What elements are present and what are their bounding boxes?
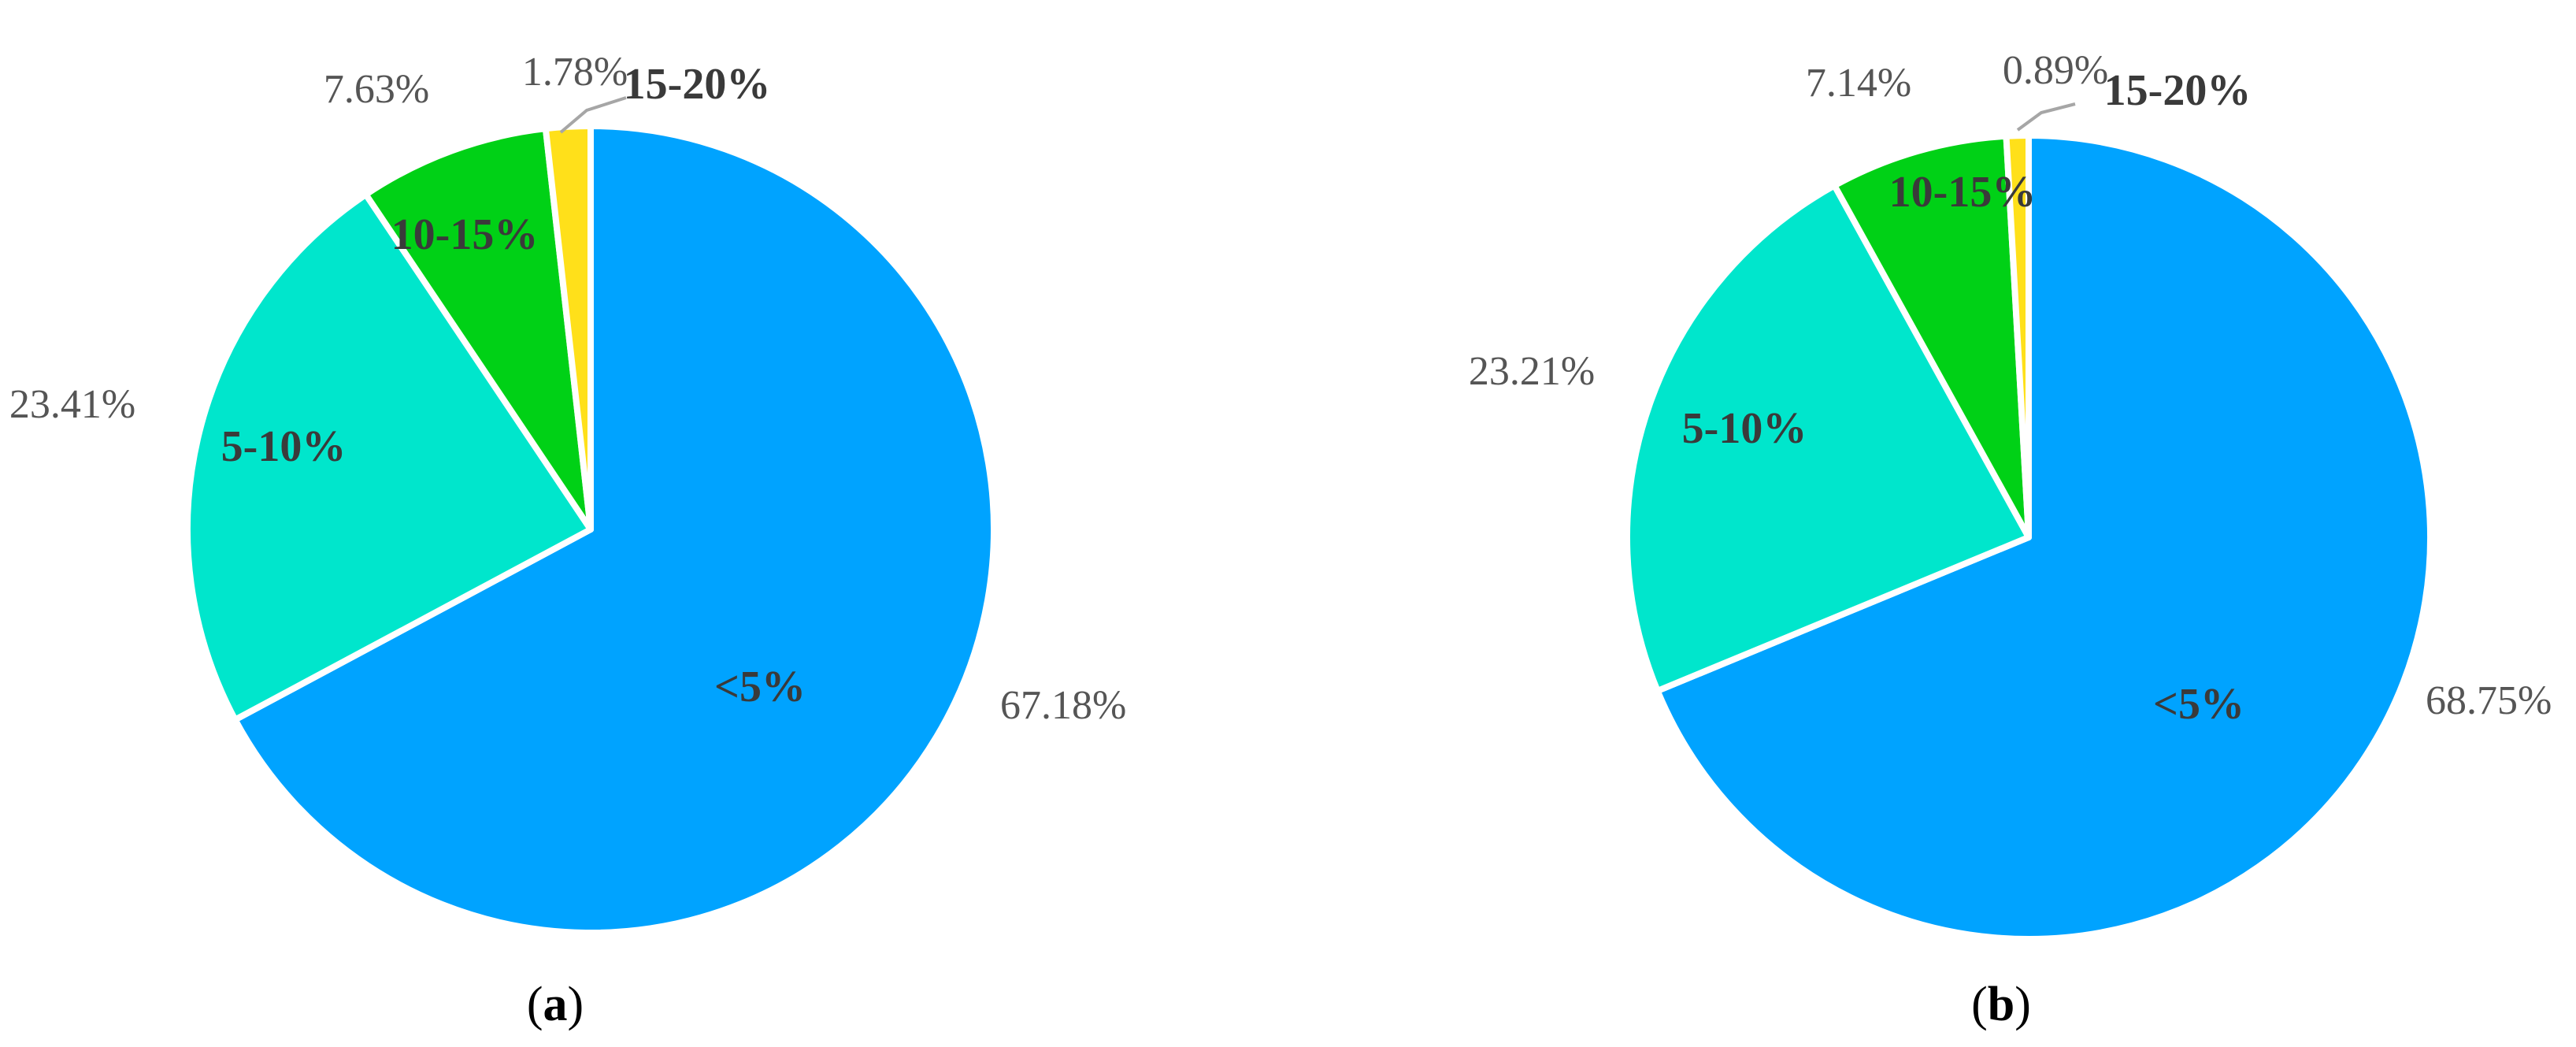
pie-b-slice-15to20	[2003, 132, 2032, 540]
pie-a-value-label-15to20: 1.78%	[522, 50, 628, 95]
pie-b-category-label-lt5: <5%	[2153, 680, 2244, 729]
pie-chart-b: <5% 5-10% 10-15% 15-20% 68.75% 23.21% 7.14% 0.8…	[1469, 48, 2552, 942]
caption-a: (a)	[527, 978, 584, 1031]
pie-a-category-label-lt5: <5%	[714, 663, 806, 711]
pie-a-slice-5to10	[184, 191, 594, 723]
pie-b-value-label-10to15: 7.14%	[1806, 61, 1911, 106]
pie-b-value-label-lt5: 68.75%	[2426, 678, 2552, 723]
caption-a-letter: a	[543, 978, 568, 1031]
pie-b-category-label-15to20: 15-20%	[2104, 66, 2252, 115]
pie-b-slice-10to15	[1831, 132, 2032, 540]
pie-b-slice-lt5	[1654, 132, 2434, 942]
pie-b-slice-5to10	[1624, 182, 2032, 694]
pie-chart-a: <5% 5-10% 10-15% 15-20% 67.18% 23.41% 7.63% 1.7…	[9, 50, 1126, 936]
pie-a-category-label-5to10: 5-10%	[221, 422, 347, 471]
caption-b-letter: b	[1988, 978, 2014, 1031]
pie-b-value-label-15to20: 0.89%	[2003, 48, 2108, 93]
pie-a-category-label-15to20: 15-20%	[624, 60, 771, 109]
pie-a-value-label-10to15: 7.63%	[324, 67, 429, 112]
pie-a-slice-lt5	[232, 123, 997, 936]
pie-a-value-label-lt5: 67.18%	[1000, 683, 1126, 728]
pie-a-leader-15to20	[559, 96, 627, 134]
caption-b: (b)	[1971, 978, 2031, 1031]
pie-b-category-label-10to15: 10-15%	[1889, 168, 2037, 217]
pie-b-value-label-5to10: 23.21%	[1469, 349, 1595, 394]
pie-a-value-label-5to10: 23.41%	[9, 382, 135, 427]
pie-b-leader-15to20	[2016, 102, 2076, 132]
pie-a-category-label-10to15: 10-15%	[391, 210, 539, 259]
pie-b-category-label-5to10: 5-10%	[1682, 404, 1807, 453]
pie-a-slice-10to15	[362, 125, 594, 533]
